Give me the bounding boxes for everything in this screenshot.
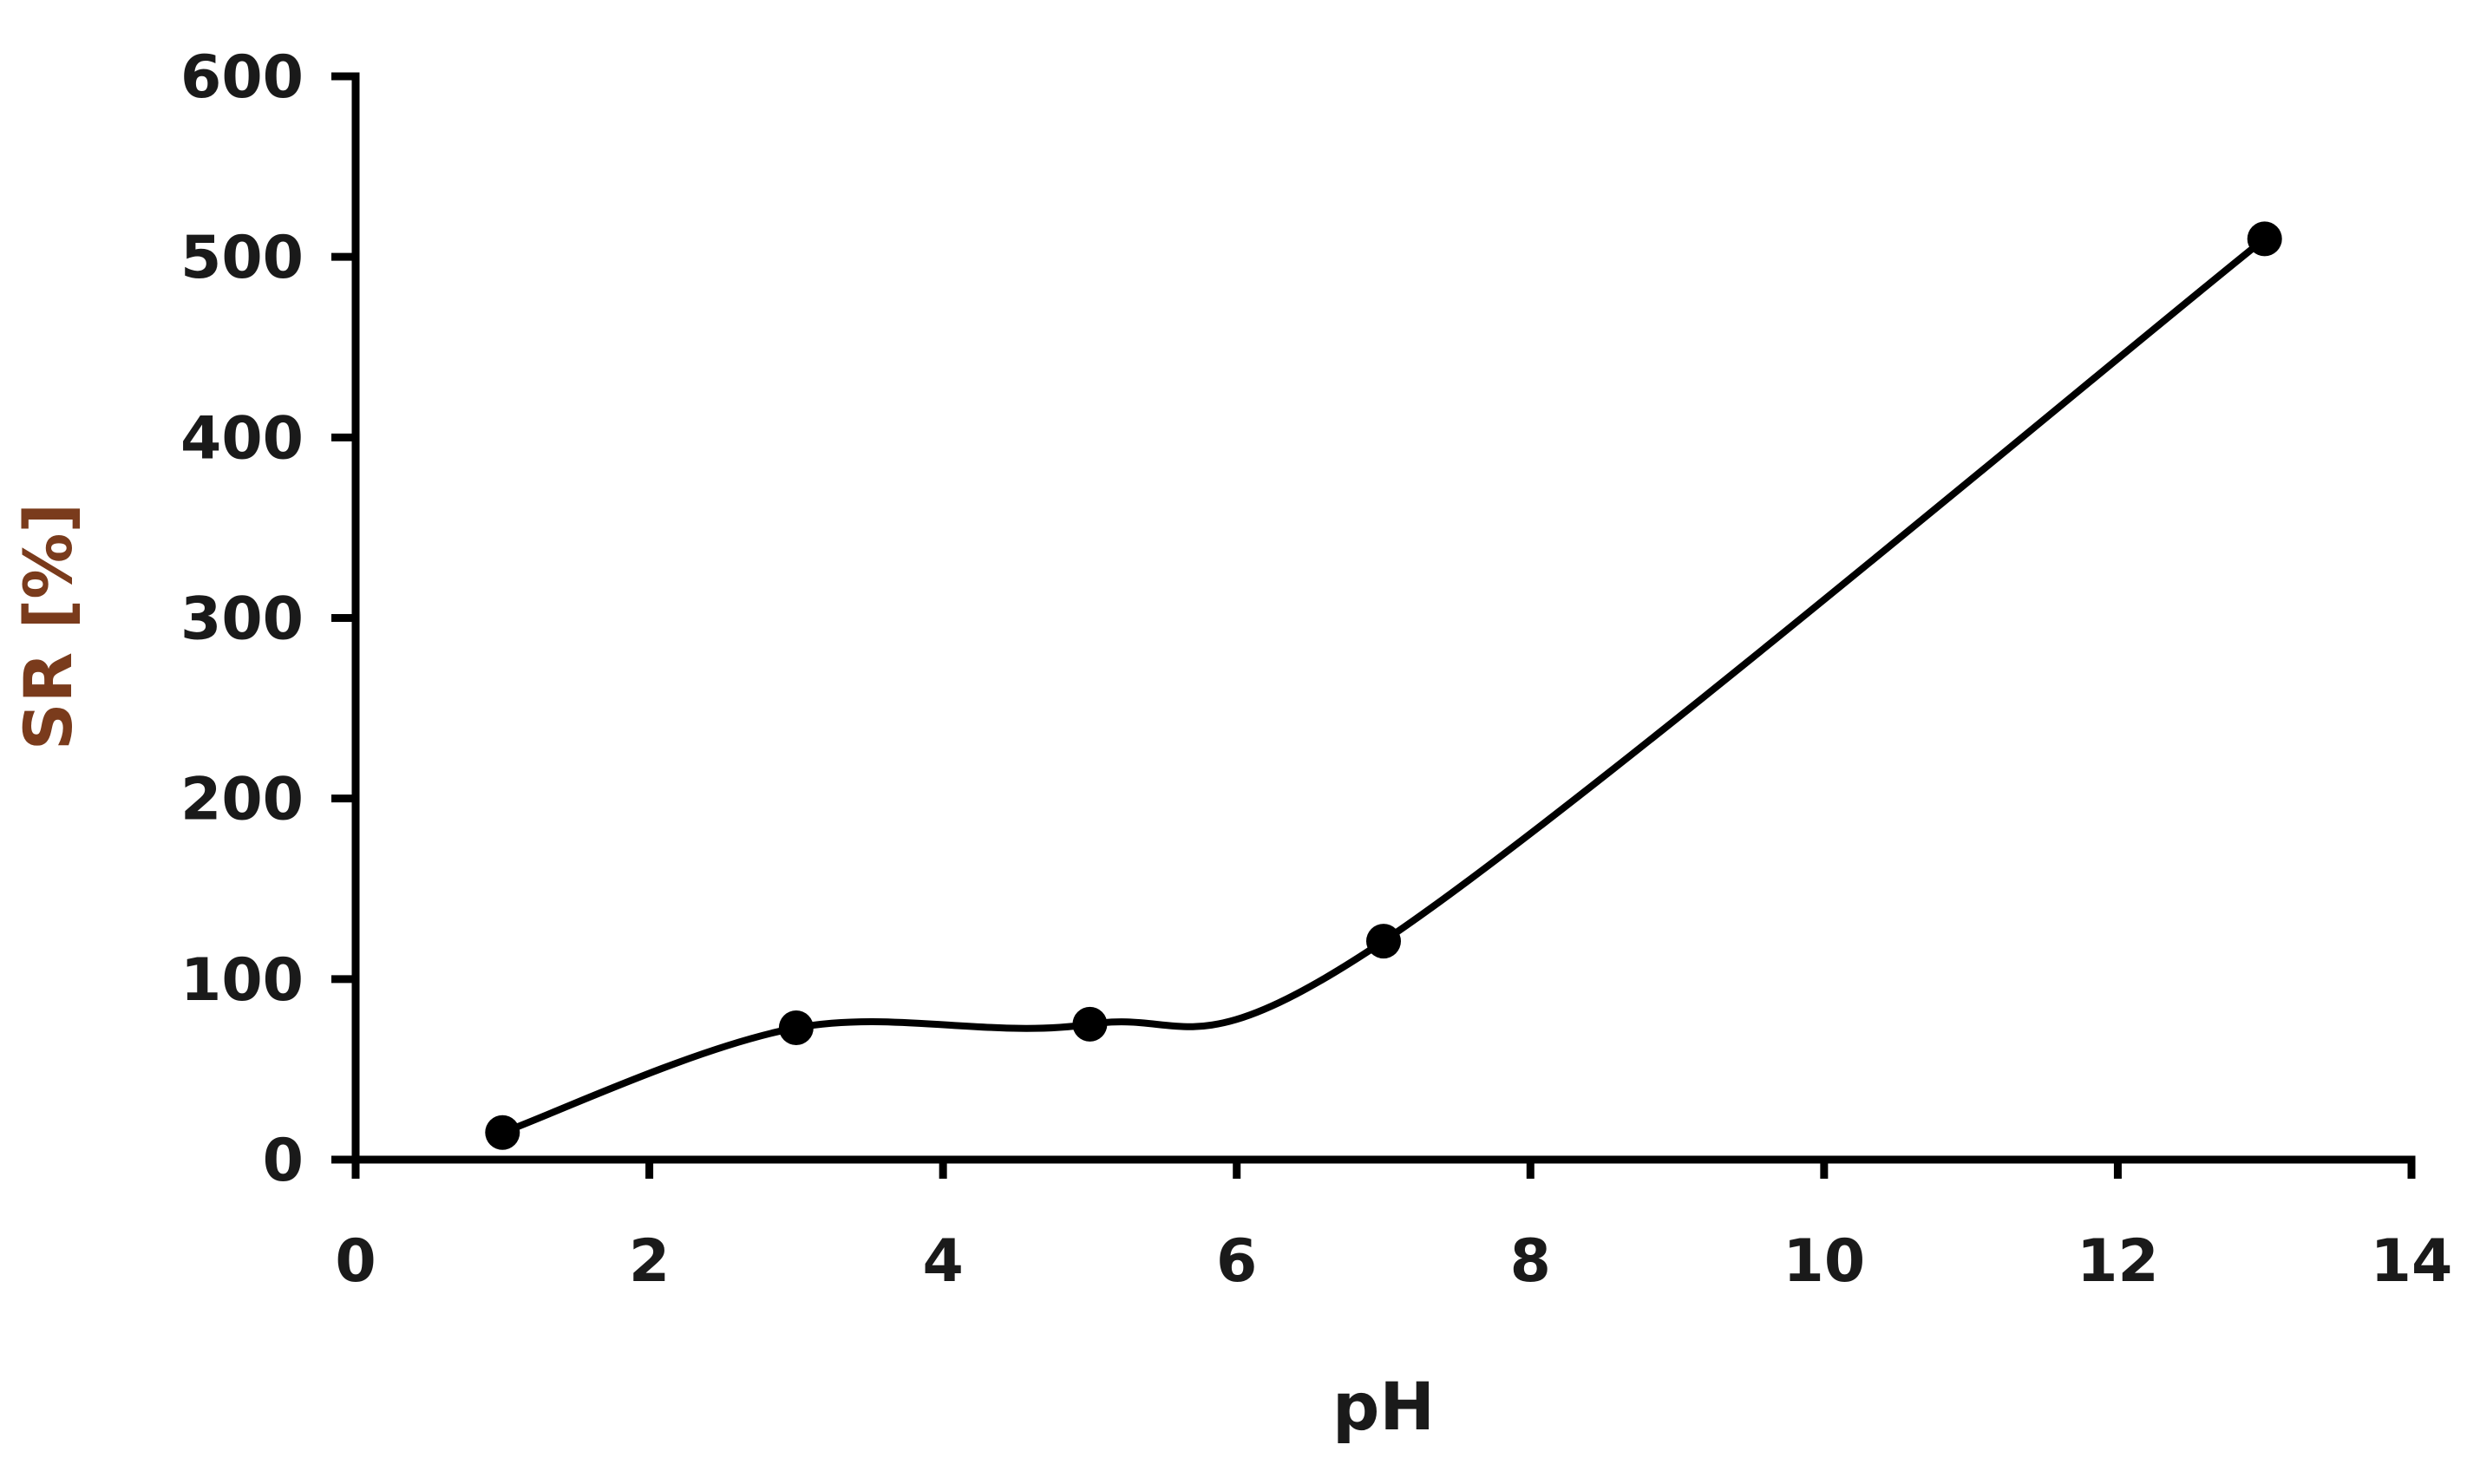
plot-area <box>485 221 2282 1150</box>
x-tick-label: 2 <box>629 1227 670 1296</box>
x-tick-label: 6 <box>1216 1227 1257 1296</box>
x-tick-label: 0 <box>335 1227 376 1296</box>
y-tick-label: 600 <box>180 43 304 112</box>
x-tick-label: 14 <box>2371 1227 2453 1296</box>
y-tick-label: 200 <box>180 766 304 834</box>
data-point <box>778 1010 814 1046</box>
y-axis-title: SR [%] <box>10 503 87 750</box>
y-tick-label: 300 <box>180 585 304 654</box>
x-tick-label: 8 <box>1510 1227 1551 1296</box>
y-tick-label: 500 <box>180 224 304 292</box>
x-tick-label: 10 <box>1783 1227 1866 1296</box>
data-point <box>1072 1006 1108 1042</box>
data-point <box>2247 221 2282 257</box>
x-tick-label: 4 <box>922 1227 963 1296</box>
x-ticks: 0 2 4 6 8 10 12 14 <box>335 1160 2452 1296</box>
y-ticks: 0 100 200 300 400 500 600 <box>180 43 356 1195</box>
data-point <box>1366 924 1401 959</box>
series-line <box>499 235 2268 1136</box>
x-tick-label: 12 <box>2077 1227 2159 1296</box>
y-tick-label: 400 <box>180 404 304 473</box>
x-axis-title: pH <box>1332 1368 1435 1445</box>
y-tick-label: 0 <box>263 1127 304 1195</box>
y-tick-label: 100 <box>180 946 304 1015</box>
data-point <box>485 1115 520 1150</box>
